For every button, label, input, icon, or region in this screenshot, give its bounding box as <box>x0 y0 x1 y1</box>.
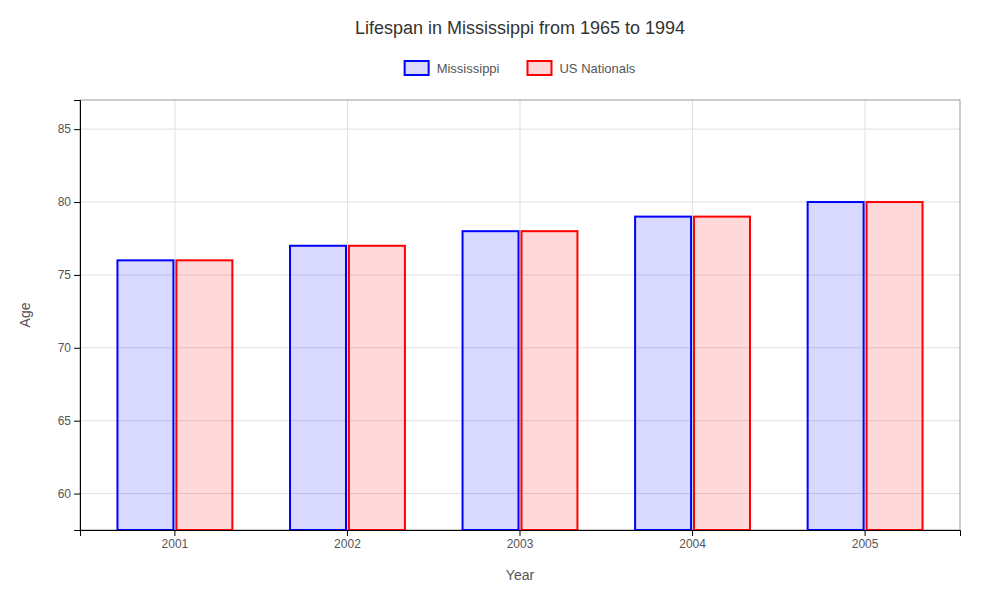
y-tick-label: 70 <box>58 341 72 355</box>
y-tick-mark <box>74 275 80 276</box>
bar <box>176 260 232 530</box>
grid <box>80 100 960 530</box>
x-axis-title: Year <box>506 567 535 583</box>
bar <box>694 217 750 530</box>
plot-frame <box>80 100 960 530</box>
y-tick: 60 <box>58 487 80 501</box>
grid-line-x <box>174 100 175 530</box>
x-tick: 2004 <box>679 530 706 551</box>
y-tick-mark <box>74 421 80 422</box>
y-tick: 65 <box>58 414 80 428</box>
x-axis: 2001 2002 2003 2004 2005 <box>81 530 961 551</box>
bar <box>117 260 173 530</box>
title: Lifespan in Mississippi from 1965 to 199… <box>355 18 685 38</box>
x-tick: 2002 <box>334 530 361 551</box>
x-tick-label: 2005 <box>852 537 879 551</box>
x-tick-label: 2004 <box>679 537 706 551</box>
y-tick-label: 75 <box>58 268 72 282</box>
legend-swatch <box>405 61 429 75</box>
y-tick: 70 <box>58 341 80 355</box>
y-tick-mark <box>74 348 80 349</box>
legend-label: US Nationals <box>559 61 635 76</box>
x-tick-mark <box>174 530 175 536</box>
y-tick: 80 <box>58 195 80 209</box>
x-tick: 2005 <box>852 530 879 551</box>
x-tick-label: 2001 <box>162 537 189 551</box>
y-tick-mark <box>74 494 80 495</box>
x-tick: 2003 <box>507 530 534 551</box>
grid-line-x <box>520 100 521 530</box>
x-tick-label: 2002 <box>334 537 361 551</box>
series <box>117 202 863 530</box>
bar <box>349 246 405 530</box>
x-tick-label: 2003 <box>507 537 534 551</box>
x-axis-line <box>81 531 961 537</box>
bar <box>521 231 577 530</box>
x-tick-mark <box>865 530 866 536</box>
x-tick: 2001 <box>162 530 189 551</box>
bar <box>808 202 864 530</box>
legend: Mississippi US Nationals <box>405 61 636 76</box>
legend-item: US Nationals <box>527 61 635 76</box>
grid-line-x <box>692 100 693 530</box>
y-axis: 60 65 70 75 80 85 <box>58 101 81 531</box>
bar <box>290 246 346 530</box>
plot: 2001 2002 2003 2004 2005 60 65 70 75 80 85 <box>58 100 961 551</box>
grid-line-x <box>865 100 866 530</box>
x-tick-mark <box>347 530 348 536</box>
series <box>176 202 922 530</box>
legend-swatch <box>527 61 551 75</box>
y-tick-mark <box>74 202 80 203</box>
x-tick-mark <box>520 530 521 536</box>
bars <box>117 202 922 530</box>
y-tick-label: 85 <box>58 122 72 136</box>
y-tick-mark <box>74 129 80 130</box>
y-axis-title: Age <box>17 302 33 327</box>
x-tick-mark <box>692 530 693 536</box>
bar <box>635 217 691 530</box>
y-tick: 85 <box>58 122 80 136</box>
y-axis-line <box>74 101 81 531</box>
legend-item: Mississippi <box>405 61 500 76</box>
legend-label: Mississippi <box>437 61 500 76</box>
y-tick: 75 <box>58 268 80 282</box>
bar <box>867 202 923 530</box>
y-tick-label: 65 <box>58 414 72 428</box>
chart: 2001 2002 2003 2004 2005 60 65 70 75 80 85 Year Age L… <box>0 0 1000 600</box>
grid-line-x <box>347 100 348 530</box>
y-tick-label: 80 <box>58 195 72 209</box>
y-tick-label: 60 <box>58 487 72 501</box>
bar <box>463 231 519 530</box>
